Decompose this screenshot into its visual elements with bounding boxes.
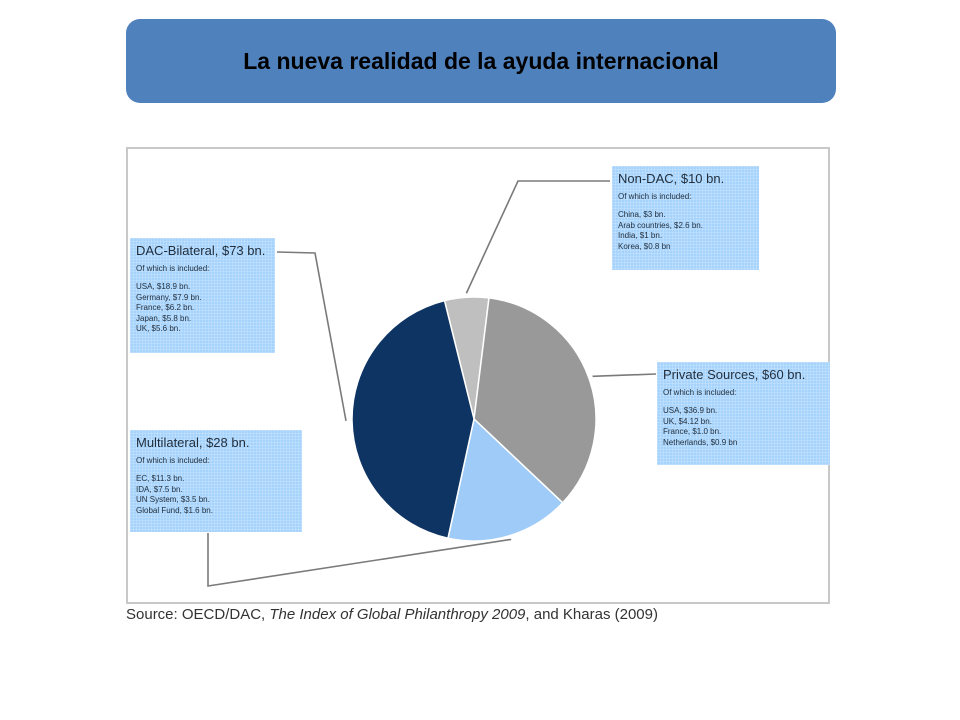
- callout-subtitle: Of which is included:: [663, 388, 737, 397]
- callout-item: USA, $36.9 bn.: [663, 406, 718, 415]
- callout-item: Japan, $5.8 bn.: [136, 313, 192, 323]
- pie-slice-multilateral: [447, 417, 564, 542]
- callout-private-sources: Private Sources, $60 bn. Of which is inc…: [657, 362, 830, 465]
- source-prefix: Source: OECD/DAC,: [126, 606, 270, 623]
- pie-chart: [207, 180, 657, 587]
- callout-item: EC, $11.3 bn.: [136, 474, 185, 483]
- callout-item: Germany, $7.9 bn.: [136, 292, 202, 302]
- slide-title: La nueva realidad de la ayuda internacio…: [243, 47, 719, 74]
- callout-item: China, $3 bn.: [618, 210, 666, 219]
- callout-item: Netherlands, $0.9 bn: [663, 437, 738, 447]
- callout-subtitle: Of which is included:: [136, 456, 210, 465]
- callout-subtitle: Of which is included:: [136, 264, 210, 273]
- callout-subtitle: Of which is included:: [618, 192, 692, 201]
- leader-line-multilateral: [207, 533, 512, 587]
- callout-dac-bilateral: DAC-Bilateral, $73 bn. Of which is inclu…: [130, 238, 275, 353]
- callout-item: France, $6.2 bn.: [136, 303, 195, 312]
- source-note: Source: OECD/DAC, The Index of Global Ph…: [126, 606, 658, 623]
- callout-item: Arab countries, $2.6 bn.: [618, 220, 703, 230]
- callout-item: UK, $4.12 bn.: [663, 416, 712, 426]
- callout-item: USA, $18.9 bn.: [136, 282, 191, 291]
- callout-title: Private Sources, $60 bn.: [663, 367, 806, 382]
- callout-item: Korea, $0.8 bn: [618, 241, 671, 251]
- callout-multilateral: Multilateral, $28 bn. Of which is includ…: [130, 430, 302, 532]
- chart-frame: Non-DAC, $10 bn. Of which is included: C…: [126, 147, 830, 604]
- pie-slice-dac-bilateral: [351, 299, 475, 540]
- leader-line-dac-bilateral: [276, 251, 347, 422]
- title-bar: La nueva realidad de la ayuda internacio…: [126, 19, 836, 103]
- leader-line-private-sources: [592, 373, 657, 378]
- callout-item: UK, $5.6 bn.: [136, 324, 181, 333]
- callout-title: DAC-Bilateral, $73 bn.: [136, 243, 266, 258]
- callout-title: Non-DAC, $10 bn.: [618, 171, 725, 186]
- callout-item: UN System, $3.5 bn.: [136, 495, 210, 504]
- callout-title: Multilateral, $28 bn.: [136, 435, 250, 450]
- callout-item: IDA, $7.5 bn.: [136, 484, 183, 494]
- callout-item: Global Fund, $1.6 bn.: [136, 505, 213, 515]
- callout-item: India, $1 bn.: [618, 231, 663, 240]
- callout-item: France, $1.0 bn.: [663, 427, 722, 436]
- pie-slice-private-sources: [473, 297, 597, 504]
- leader-line-non-dac: [465, 180, 610, 294]
- source-title: The Index of Global Philanthropy 2009: [269, 606, 526, 623]
- callout-non-dac: Non-DAC, $10 bn. Of which is included: C…: [612, 166, 759, 270]
- source-suffix: , and Kharas (2009): [525, 606, 658, 623]
